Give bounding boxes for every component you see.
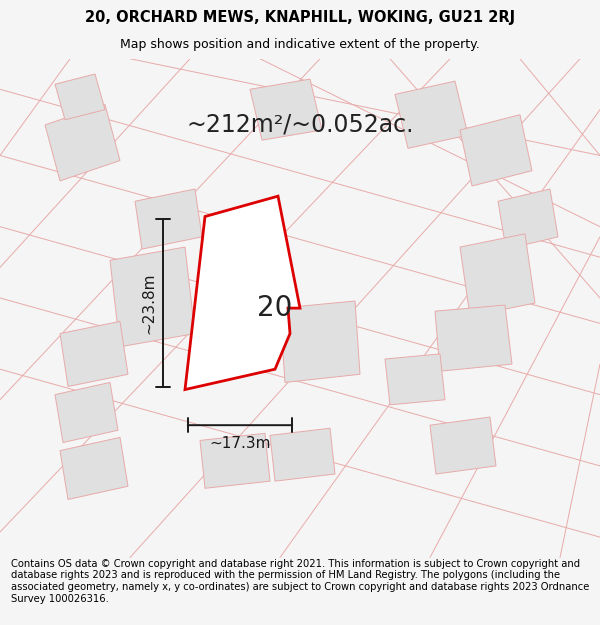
Polygon shape xyxy=(250,79,322,140)
Polygon shape xyxy=(200,433,270,488)
Polygon shape xyxy=(460,234,535,316)
Text: ~17.3m: ~17.3m xyxy=(209,436,271,451)
Polygon shape xyxy=(270,428,335,481)
Polygon shape xyxy=(280,301,360,382)
Polygon shape xyxy=(185,196,300,389)
Text: 20: 20 xyxy=(257,294,293,322)
Text: ~23.8m: ~23.8m xyxy=(142,272,157,334)
Text: ~212m²/~0.052ac.: ~212m²/~0.052ac. xyxy=(186,113,414,137)
Polygon shape xyxy=(460,115,532,186)
Text: Contains OS data © Crown copyright and database right 2021. This information is : Contains OS data © Crown copyright and d… xyxy=(11,559,589,604)
Text: 20, ORCHARD MEWS, KNAPHILL, WOKING, GU21 2RJ: 20, ORCHARD MEWS, KNAPHILL, WOKING, GU21… xyxy=(85,10,515,25)
Text: Map shows position and indicative extent of the property.: Map shows position and indicative extent… xyxy=(120,38,480,51)
Polygon shape xyxy=(110,247,195,347)
Polygon shape xyxy=(45,104,120,181)
Polygon shape xyxy=(385,354,445,405)
Polygon shape xyxy=(60,321,128,386)
Polygon shape xyxy=(60,438,128,499)
Polygon shape xyxy=(55,382,118,442)
Polygon shape xyxy=(55,74,105,120)
Polygon shape xyxy=(435,305,512,371)
Polygon shape xyxy=(430,417,496,474)
Polygon shape xyxy=(135,189,202,249)
Polygon shape xyxy=(498,189,558,249)
Polygon shape xyxy=(395,81,468,148)
